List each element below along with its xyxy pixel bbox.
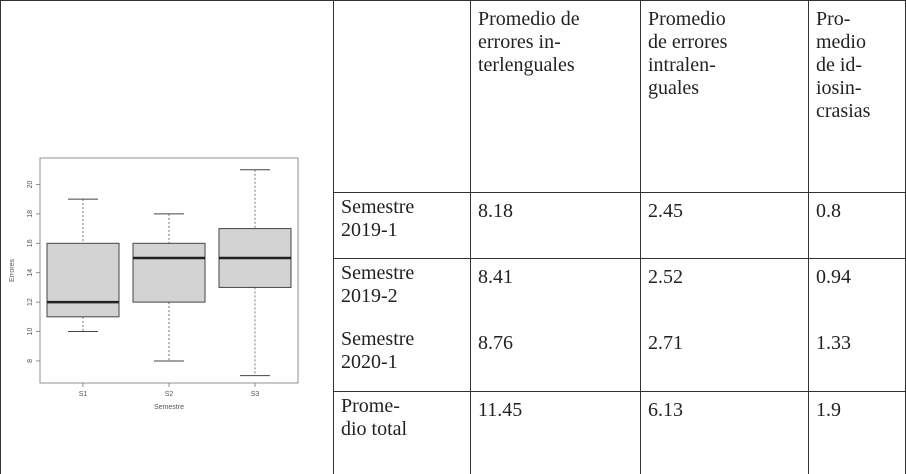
- cell-text: crasias: [816, 100, 871, 122]
- table-cell: 8.18: [478, 200, 513, 222]
- box: [132, 242, 206, 303]
- table-cell: 1.33: [816, 332, 851, 354]
- boxplot: 8 10 12 14 16 18 20 S1 S2 S3 Semestre Errores: [9, 157, 299, 411]
- y-axis-label: Errores: [9, 259, 16, 282]
- table-cell: Semestre 2019-1: [333, 196, 470, 242]
- x-tick-label: S2: [165, 391, 174, 398]
- table-cell: 0.8: [816, 200, 841, 222]
- cell-text: Semestre: [341, 328, 415, 350]
- table-cell: 2.52: [648, 266, 683, 288]
- table-cell: Promedio de errores intralen-guales: [640, 8, 808, 100]
- cell-text: guales: [648, 77, 700, 99]
- y-tick-label: 20: [27, 180, 34, 188]
- cell-text: Semestre: [341, 262, 415, 284]
- border: [808, 0, 809, 474]
- border: [333, 391, 906, 392]
- table-cell: 1.9: [816, 399, 841, 421]
- cell-text: Semestre: [341, 196, 415, 218]
- cell-text: 2020-1: [341, 351, 398, 373]
- y-tick-label: 8: [27, 359, 34, 363]
- table-cell: Semestre 2020-1: [333, 328, 470, 374]
- border: [0, 0, 1, 474]
- cell-text: Prome-: [341, 395, 400, 417]
- cell-text: terlenguales: [478, 54, 575, 76]
- cell-text: Promedio de: [478, 8, 580, 30]
- x-tick-label: S3: [251, 391, 260, 398]
- cell-text: intralen-: [648, 54, 716, 76]
- border: [333, 258, 906, 259]
- table-cell: 8.41: [478, 266, 513, 288]
- y-tick-label: 12: [27, 298, 34, 306]
- x-axis-label: Semestre: [154, 404, 184, 411]
- cell-text: 2019-2: [341, 285, 398, 307]
- table-cell: Pro-medio de id-iosin-crasias: [808, 8, 906, 123]
- border: [333, 192, 906, 193]
- table-cell: 2.45: [648, 200, 683, 222]
- table-cell: 0.94: [816, 266, 851, 288]
- cell-text: de errores: [648, 31, 728, 53]
- y-tick-label: 16: [27, 239, 34, 247]
- table-cell: Promedio de errores in-terlenguales: [470, 8, 640, 77]
- x-tick-label: S1: [79, 391, 88, 398]
- table-cell: Semestre 2019-2: [333, 262, 470, 308]
- cell-text: errores in-: [478, 31, 561, 53]
- y-tick-label: 14: [27, 269, 34, 277]
- border: [640, 0, 641, 474]
- cell-text: Promedio: [648, 8, 726, 30]
- table-cell: 6.13: [648, 399, 683, 421]
- cell-text: de id-: [816, 54, 863, 76]
- table-cell: 2.71: [648, 332, 683, 354]
- border: [470, 0, 471, 474]
- cell-text: medio: [816, 31, 866, 53]
- border: [333, 0, 334, 474]
- border: [0, 0, 906, 1]
- table-cell: 11.45: [478, 399, 523, 421]
- y-tick-label: 10: [27, 328, 34, 336]
- cell-text: 2019-1: [341, 219, 398, 241]
- y-tick-label: 18: [27, 210, 34, 218]
- cell-text: iosin-: [816, 77, 862, 99]
- cell-text: dio total: [341, 418, 408, 440]
- table-cell: 8.76: [478, 332, 513, 354]
- table-cell: Prome-dio total: [333, 395, 470, 441]
- cell-text: Pro-: [816, 8, 851, 30]
- box: [46, 242, 120, 318]
